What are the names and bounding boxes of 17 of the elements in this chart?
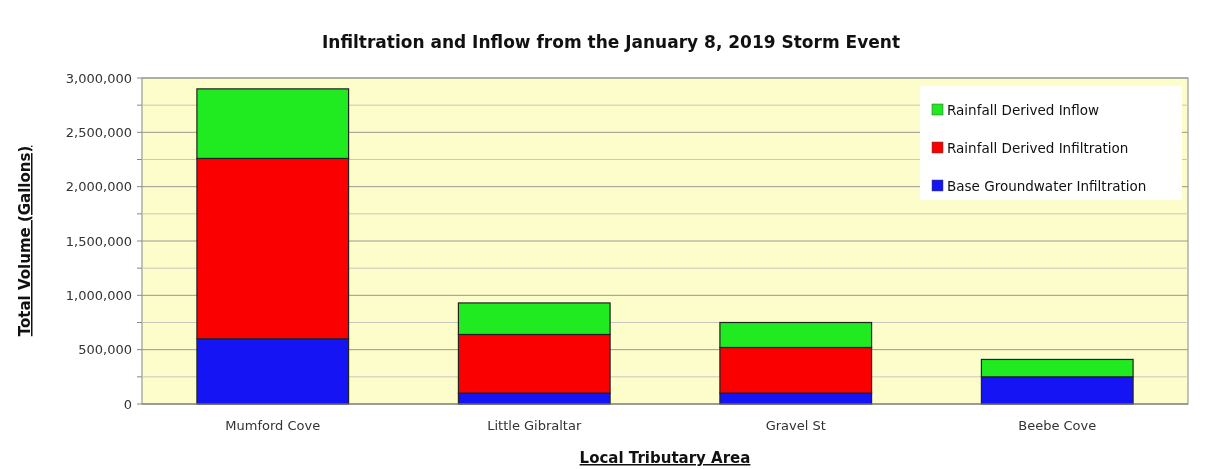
x-tick-label: Beebe Cove: [1018, 418, 1097, 433]
x-tick-label: Gravel St: [765, 418, 826, 433]
y-tick-label: 1,000,000: [65, 287, 132, 303]
y-tick-label: 0: [123, 396, 132, 412]
y-tick-label: 500,000: [78, 342, 132, 358]
y-tick-label: 3,000,000: [65, 70, 132, 86]
x-tick-label: Mumford Cove: [225, 418, 321, 433]
x-axis-title: Local Tributary Area: [579, 449, 751, 467]
y-tick-label: 1,500,000: [65, 233, 132, 249]
legend-label: Rainfall Derived Inflow: [947, 101, 1099, 118]
legend-label: Rainfall Derived Infiltration: [947, 139, 1129, 156]
y-axis-title: Total Volume (Gallons): [16, 145, 34, 337]
legend-label: Base Groundwater Infiltration: [947, 177, 1147, 194]
y-tick-label: 2,500,000: [65, 124, 132, 140]
x-tick-label: Little Gibraltar: [487, 418, 582, 433]
chart-title: Infiltration and Inflow from the January 8, 2019 Storm Event: [321, 32, 901, 52]
y-tick-label: 2,000,000: [65, 179, 132, 195]
